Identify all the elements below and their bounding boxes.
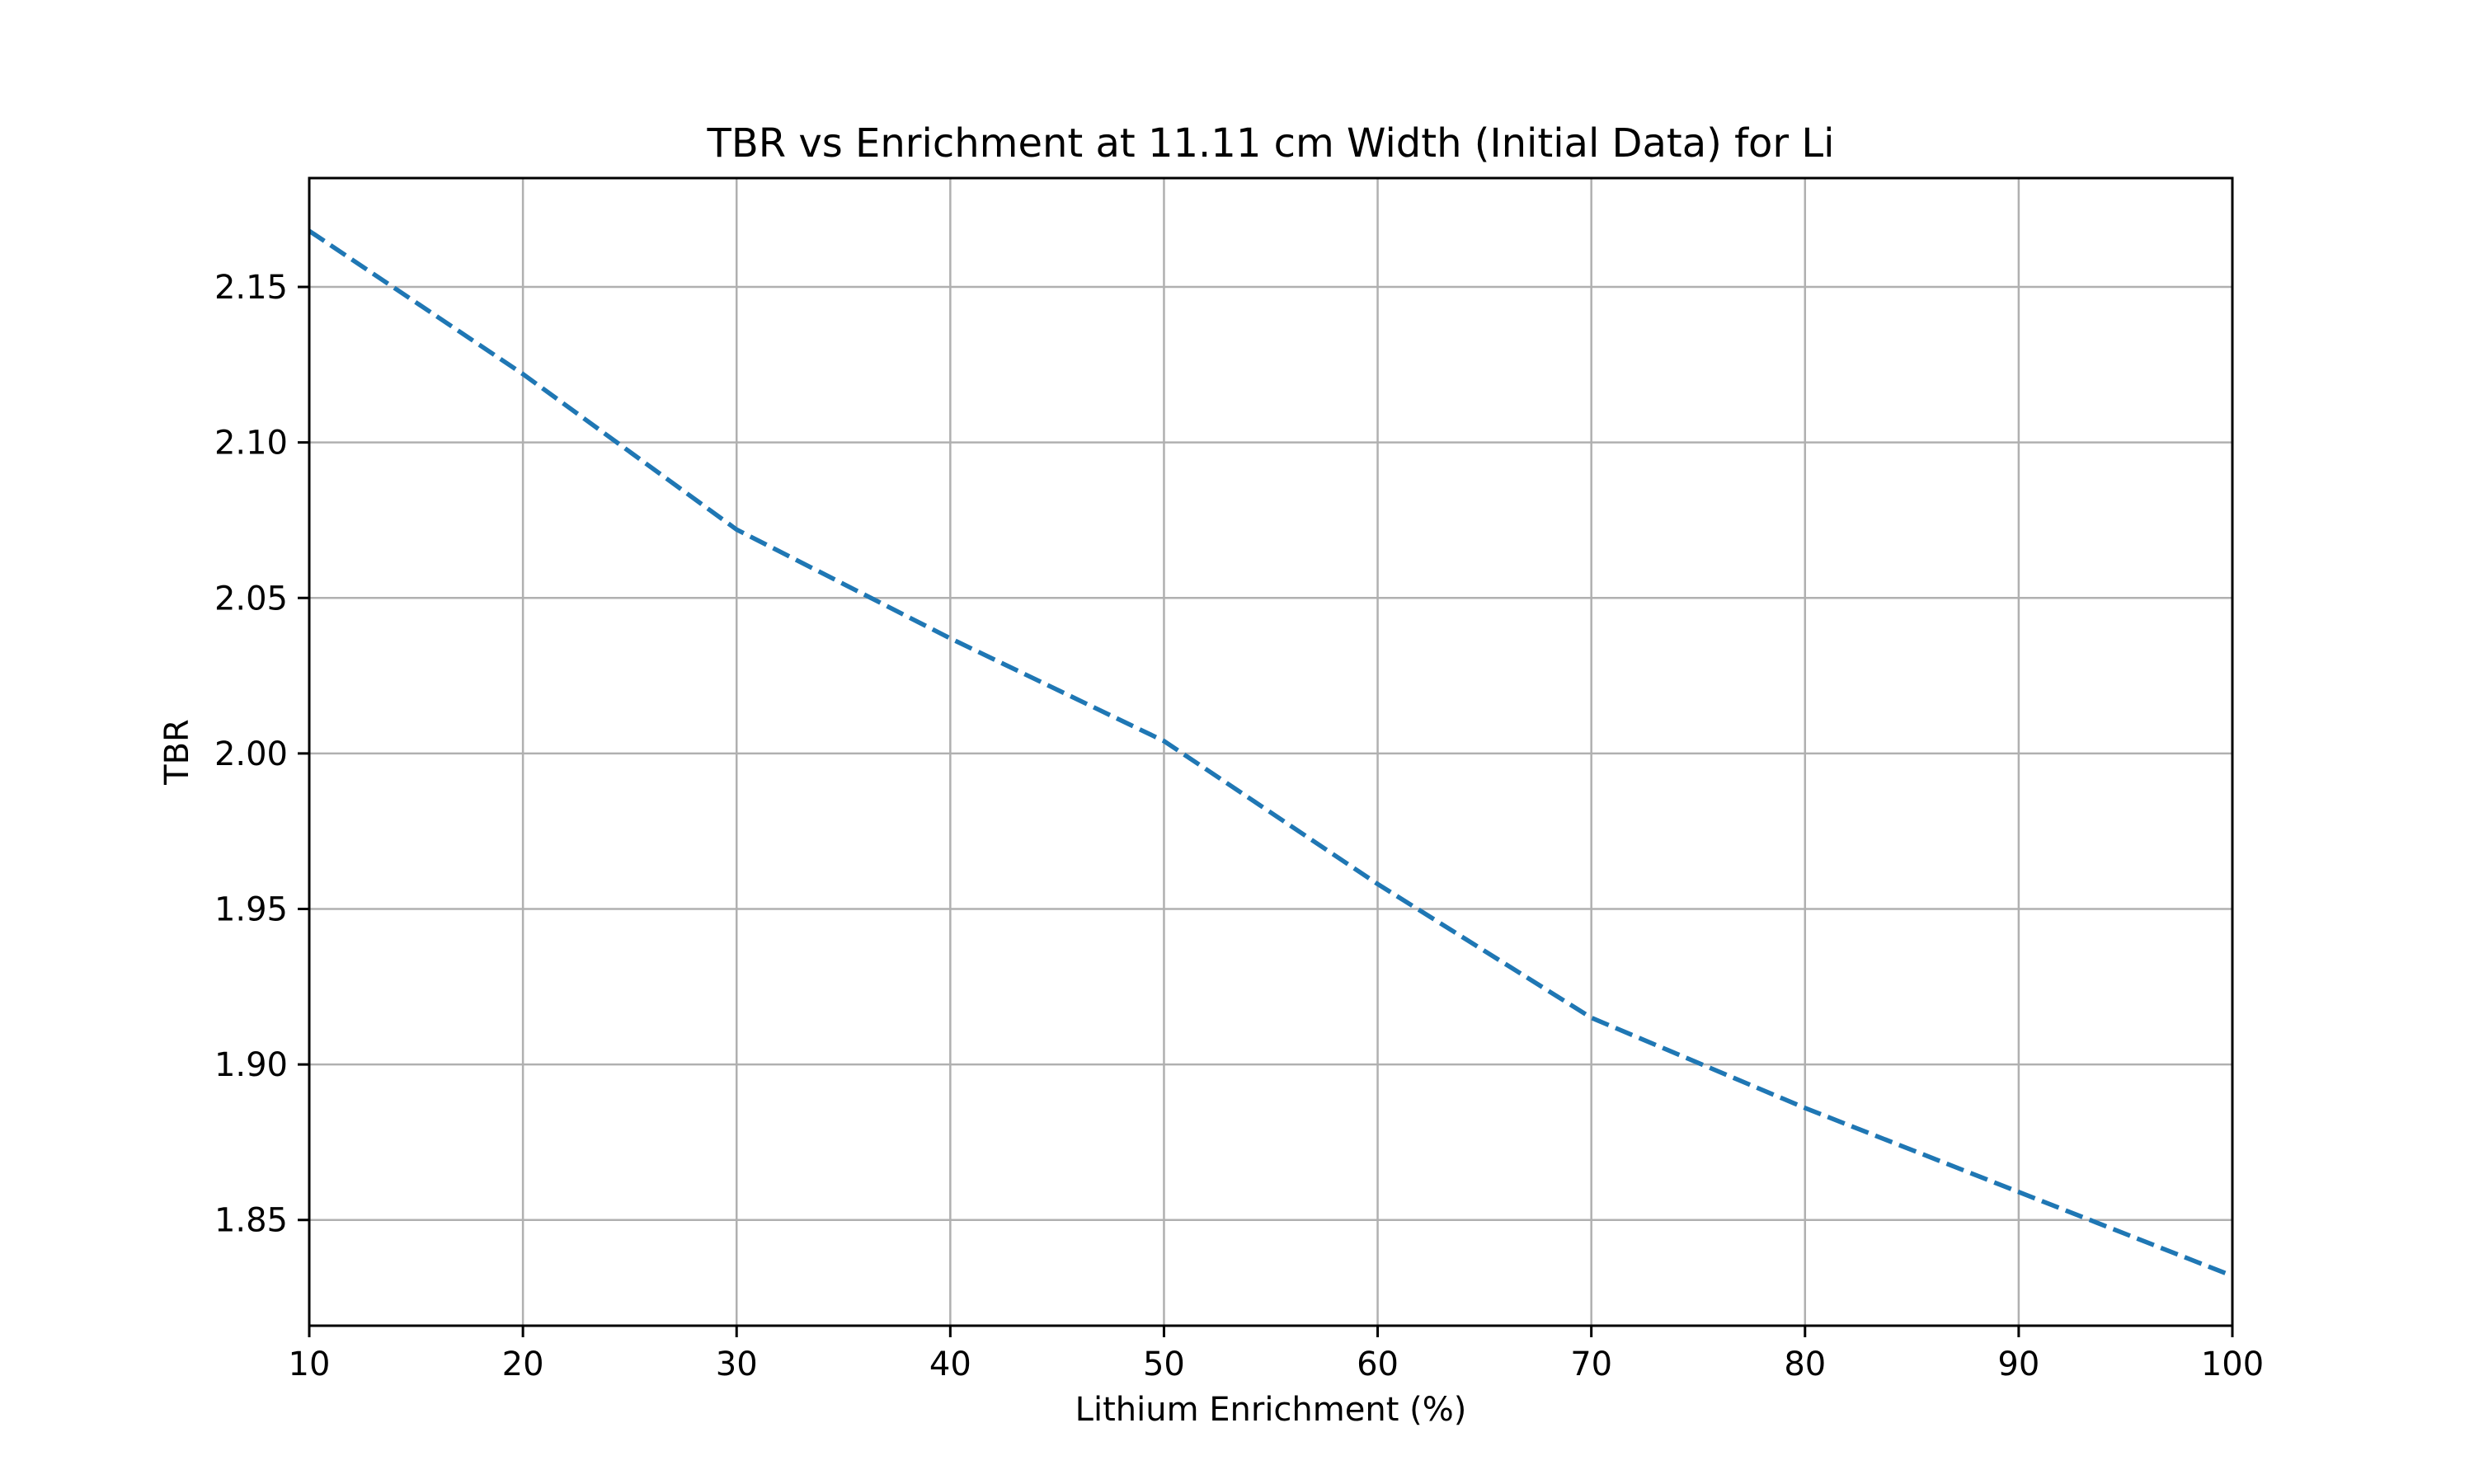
tick-layer: 10 20 30 40 50 60 70 80 90 100 1.85 1.90 1.95 2.00 2.0…: [214, 269, 2264, 1383]
x-tick-label: 50: [1143, 1345, 1185, 1383]
x-tick-label: 20: [502, 1345, 544, 1383]
series-line: [308, 228, 2234, 1279]
plot-frame: [308, 176, 2234, 1327]
series-layer: [308, 228, 2234, 1279]
x-tick-label: 30: [716, 1345, 758, 1383]
y-tick-label: 1.90: [214, 1046, 288, 1084]
x-axis-label: Lithium Enrichment (%): [1075, 1391, 1467, 1429]
y-tick-label: 2.15: [214, 269, 288, 307]
x-tick-label: 80: [1784, 1345, 1826, 1383]
x-tick-label: 100: [2201, 1345, 2264, 1383]
y-tick-label: 2.10: [214, 425, 288, 463]
y-axis-label: TBR: [158, 719, 196, 786]
grid-layer: [308, 178, 2234, 1326]
x-tick-label: 40: [929, 1345, 971, 1383]
x-tick-label: 60: [1357, 1345, 1399, 1383]
x-tick-label: 90: [1997, 1345, 2039, 1383]
x-tick-label: 70: [1570, 1345, 1612, 1383]
y-tick-label: 2.05: [214, 580, 288, 618]
y-tick-label: 2.00: [214, 735, 288, 773]
y-tick-label: 1.85: [214, 1202, 288, 1240]
x-tick-label: 10: [289, 1345, 331, 1383]
y-tick-label: 1.95: [214, 891, 288, 929]
chart-title: TBR vs Enrichment at 11.11 cm Width (Ini…: [707, 120, 1835, 167]
